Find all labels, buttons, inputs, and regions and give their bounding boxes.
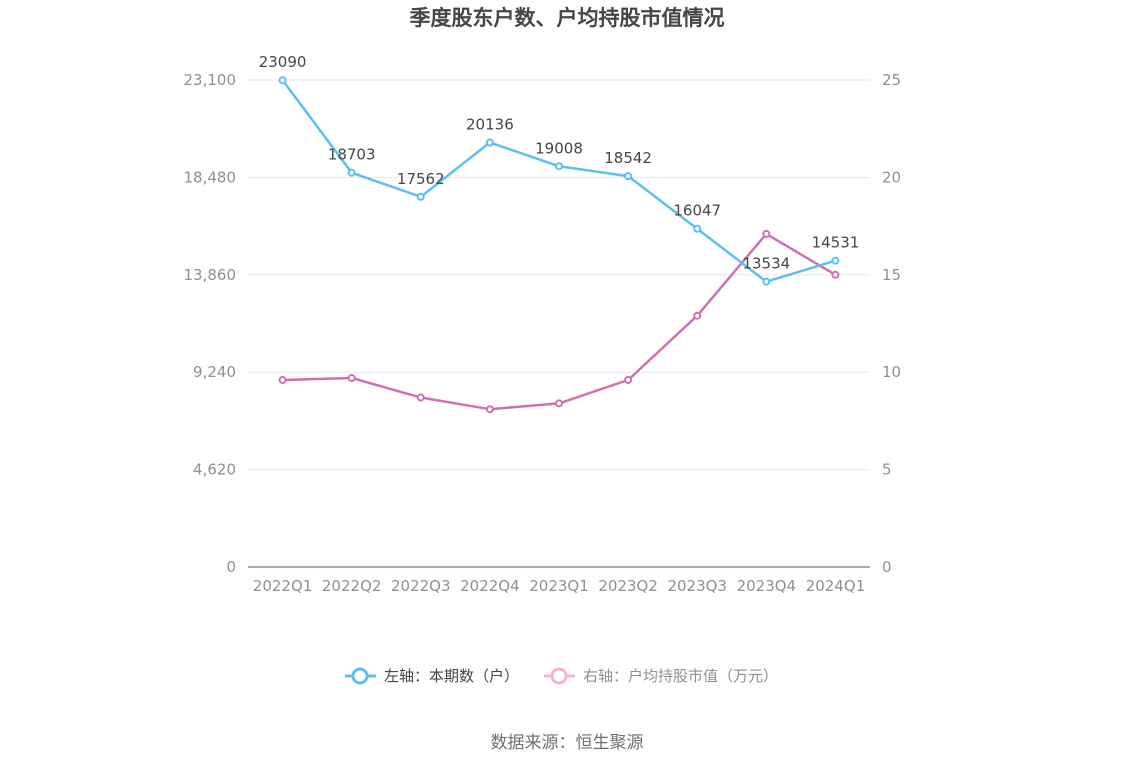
x-axis-ticks: 2022Q1 2022Q2 2022Q3 2022Q4 2023Q1 2023Q2 2023…	[253, 577, 865, 595]
legend-item-left-series[interactable]: 左轴：本期数（户）	[345, 667, 519, 685]
left-axis-tick-label: 23,100	[184, 71, 237, 89]
series-layer	[278, 76, 840, 414]
point-right-series[interactable]	[762, 229, 771, 238]
left-axis-tick-label: 18,480	[184, 168, 237, 186]
right-axis-ticks: 0 5 10 15 20 25	[882, 71, 901, 576]
point-left-series[interactable]	[831, 256, 840, 265]
chart-title: 季度股东户数、户均持股市值情况	[410, 6, 725, 30]
legend-marker-left-series	[351, 667, 369, 685]
point-left-series[interactable]	[693, 224, 702, 233]
data-label: 23090	[259, 53, 307, 71]
point-right-series[interactable]	[278, 375, 287, 384]
point-left-series[interactable]	[347, 168, 356, 177]
x-axis-tick-label: 2022Q1	[253, 577, 313, 595]
x-axis-tick-label: 2022Q4	[460, 577, 520, 595]
x-axis-tick-label: 2023Q3	[667, 577, 727, 595]
point-right-series[interactable]	[831, 270, 840, 279]
legend-marker-right-series	[550, 667, 568, 685]
left-axis-ticks: 0 4,620 9,240 13,860 18,480 23,100	[184, 71, 237, 576]
right-axis-tick-label: 15	[882, 266, 901, 284]
data-label: 17562	[397, 170, 445, 188]
data-source: 数据来源：恒生聚源	[491, 733, 644, 753]
data-label: 14531	[812, 234, 860, 252]
point-left-series[interactable]	[762, 277, 771, 286]
point-right-series[interactable]	[347, 374, 356, 383]
legend-label-left-series: 左轴：本期数（户）	[384, 667, 519, 685]
data-label: 18703	[328, 146, 376, 164]
left-axis-tick-label: 0	[226, 558, 236, 576]
point-left-series[interactable]	[278, 76, 287, 85]
data-labels: 23090 18703 17562 20136 19008 18542 16047 13534…	[259, 53, 860, 272]
x-axis-tick-label: 2022Q3	[391, 577, 451, 595]
data-label: 18542	[604, 149, 652, 167]
x-axis-tick-label: 2023Q2	[598, 577, 658, 595]
point-right-series[interactable]	[416, 393, 425, 402]
legend: 左轴：本期数（户） 右轴：户均持股市值（万元）	[345, 667, 778, 685]
point-left-series[interactable]	[416, 192, 425, 201]
point-right-series[interactable]	[693, 311, 702, 320]
right-axis-tick-label: 5	[882, 461, 892, 479]
right-axis-tick-label: 10	[882, 363, 901, 381]
data-label: 20136	[466, 115, 514, 133]
data-label: 16047	[673, 202, 721, 220]
point-right-series[interactable]	[485, 405, 494, 414]
point-left-series[interactable]	[555, 162, 563, 171]
right-axis-tick-label: 0	[882, 558, 892, 576]
left-axis-tick-label: 9,240	[193, 363, 236, 381]
legend-item-right-series[interactable]: 右轴：户均持股市值（万元）	[544, 667, 778, 685]
right-axis-tick-label: 25	[882, 71, 901, 89]
x-axis-tick-label: 2022Q2	[322, 577, 382, 595]
point-right-series[interactable]	[555, 399, 563, 408]
point-right-series[interactable]	[624, 375, 633, 384]
left-axis-tick-label: 4,620	[193, 461, 236, 479]
left-axis-tick-label: 13,860	[184, 266, 237, 284]
legend-label-right-series: 右轴：户均持股市值（万元）	[583, 667, 778, 685]
data-label: 19008	[535, 139, 583, 157]
x-axis-tick-label: 2023Q4	[737, 577, 797, 595]
x-axis-tick-label: 2023Q1	[529, 577, 589, 595]
point-left-series[interactable]	[624, 172, 633, 181]
right-axis-tick-label: 20	[882, 168, 901, 186]
x-axis-tick-label: 2024Q1	[806, 577, 866, 595]
grid-lines	[248, 79, 870, 568]
point-left-series[interactable]	[485, 138, 494, 147]
data-label: 13534	[742, 255, 790, 273]
